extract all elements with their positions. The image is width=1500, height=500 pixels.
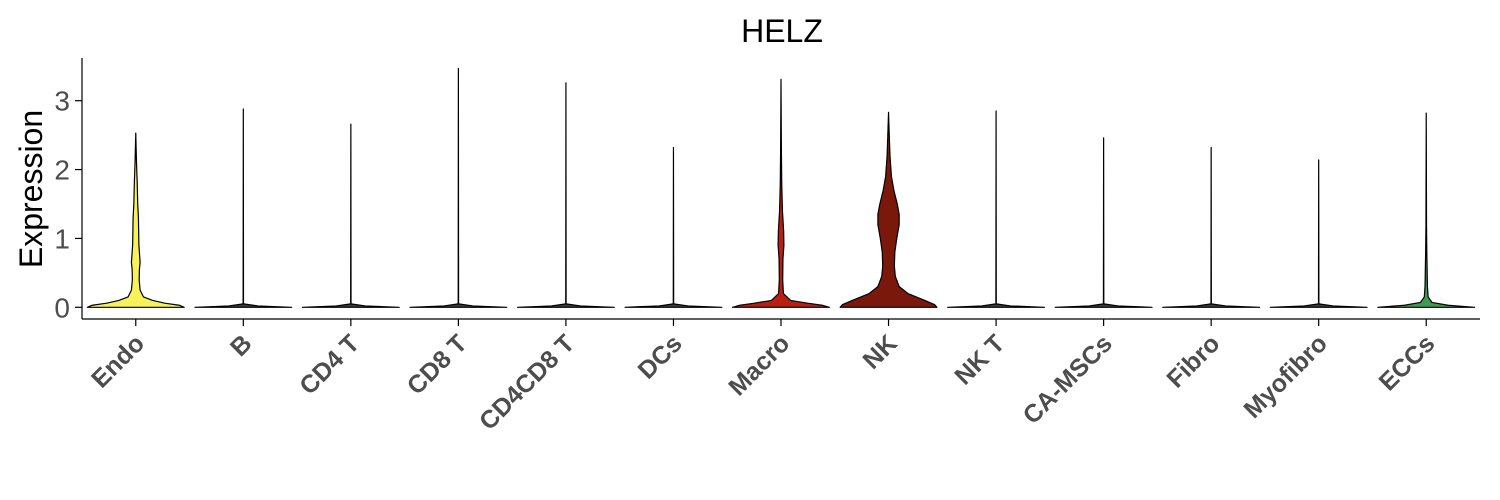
x-tick-label: Endo — [86, 329, 150, 393]
violin-macro — [732, 78, 830, 308]
x-tick-label: CD4CD8 T — [474, 329, 580, 435]
x-tick-label: CD4 T — [294, 329, 365, 400]
violin-fibro — [1162, 146, 1261, 308]
x-axis: Endo B CD4 T CD8 T CD4CD8 T DCs Macro NK NK T CA-… — [82, 318, 1480, 436]
y-tick-label: 2 — [54, 155, 70, 186]
x-tick-label: Myofibro — [1239, 329, 1333, 423]
y-axis-label: Expression — [13, 110, 49, 268]
y-tick-label: 1 — [54, 223, 70, 254]
violin-cd8-t — [409, 67, 508, 308]
y-axis: 0 1 2 3 — [54, 58, 83, 323]
x-tick-label: NK T — [949, 329, 1010, 390]
x-tick-label: NK — [857, 329, 902, 374]
chart-title: HELZ — [741, 13, 823, 49]
violin-dcs — [624, 146, 723, 308]
violin-eccs — [1377, 112, 1476, 308]
x-tick-label: DCs — [633, 329, 688, 384]
violin-nk-t — [947, 110, 1046, 308]
x-tick-label: ECCs — [1374, 329, 1441, 396]
y-tick-label: 0 — [54, 292, 70, 323]
x-tick-label: B — [225, 329, 258, 362]
violin-b — [194, 108, 293, 308]
violin-myofibro — [1269, 159, 1368, 308]
x-tick-label: Fibro — [1161, 329, 1225, 393]
x-tick-label: Macro — [723, 329, 795, 401]
violin-nk — [839, 111, 938, 308]
x-tick-label: CD8 T — [402, 329, 473, 400]
violin-ca-mscs — [1054, 137, 1153, 308]
violins-group — [86, 67, 1476, 308]
y-tick-label: 3 — [54, 86, 70, 117]
x-tick-label: CA-MSCs — [1018, 329, 1118, 429]
violin-endo — [86, 132, 185, 308]
violin-cd4-t — [301, 123, 400, 308]
violin-cd4cd8-t — [516, 82, 615, 308]
